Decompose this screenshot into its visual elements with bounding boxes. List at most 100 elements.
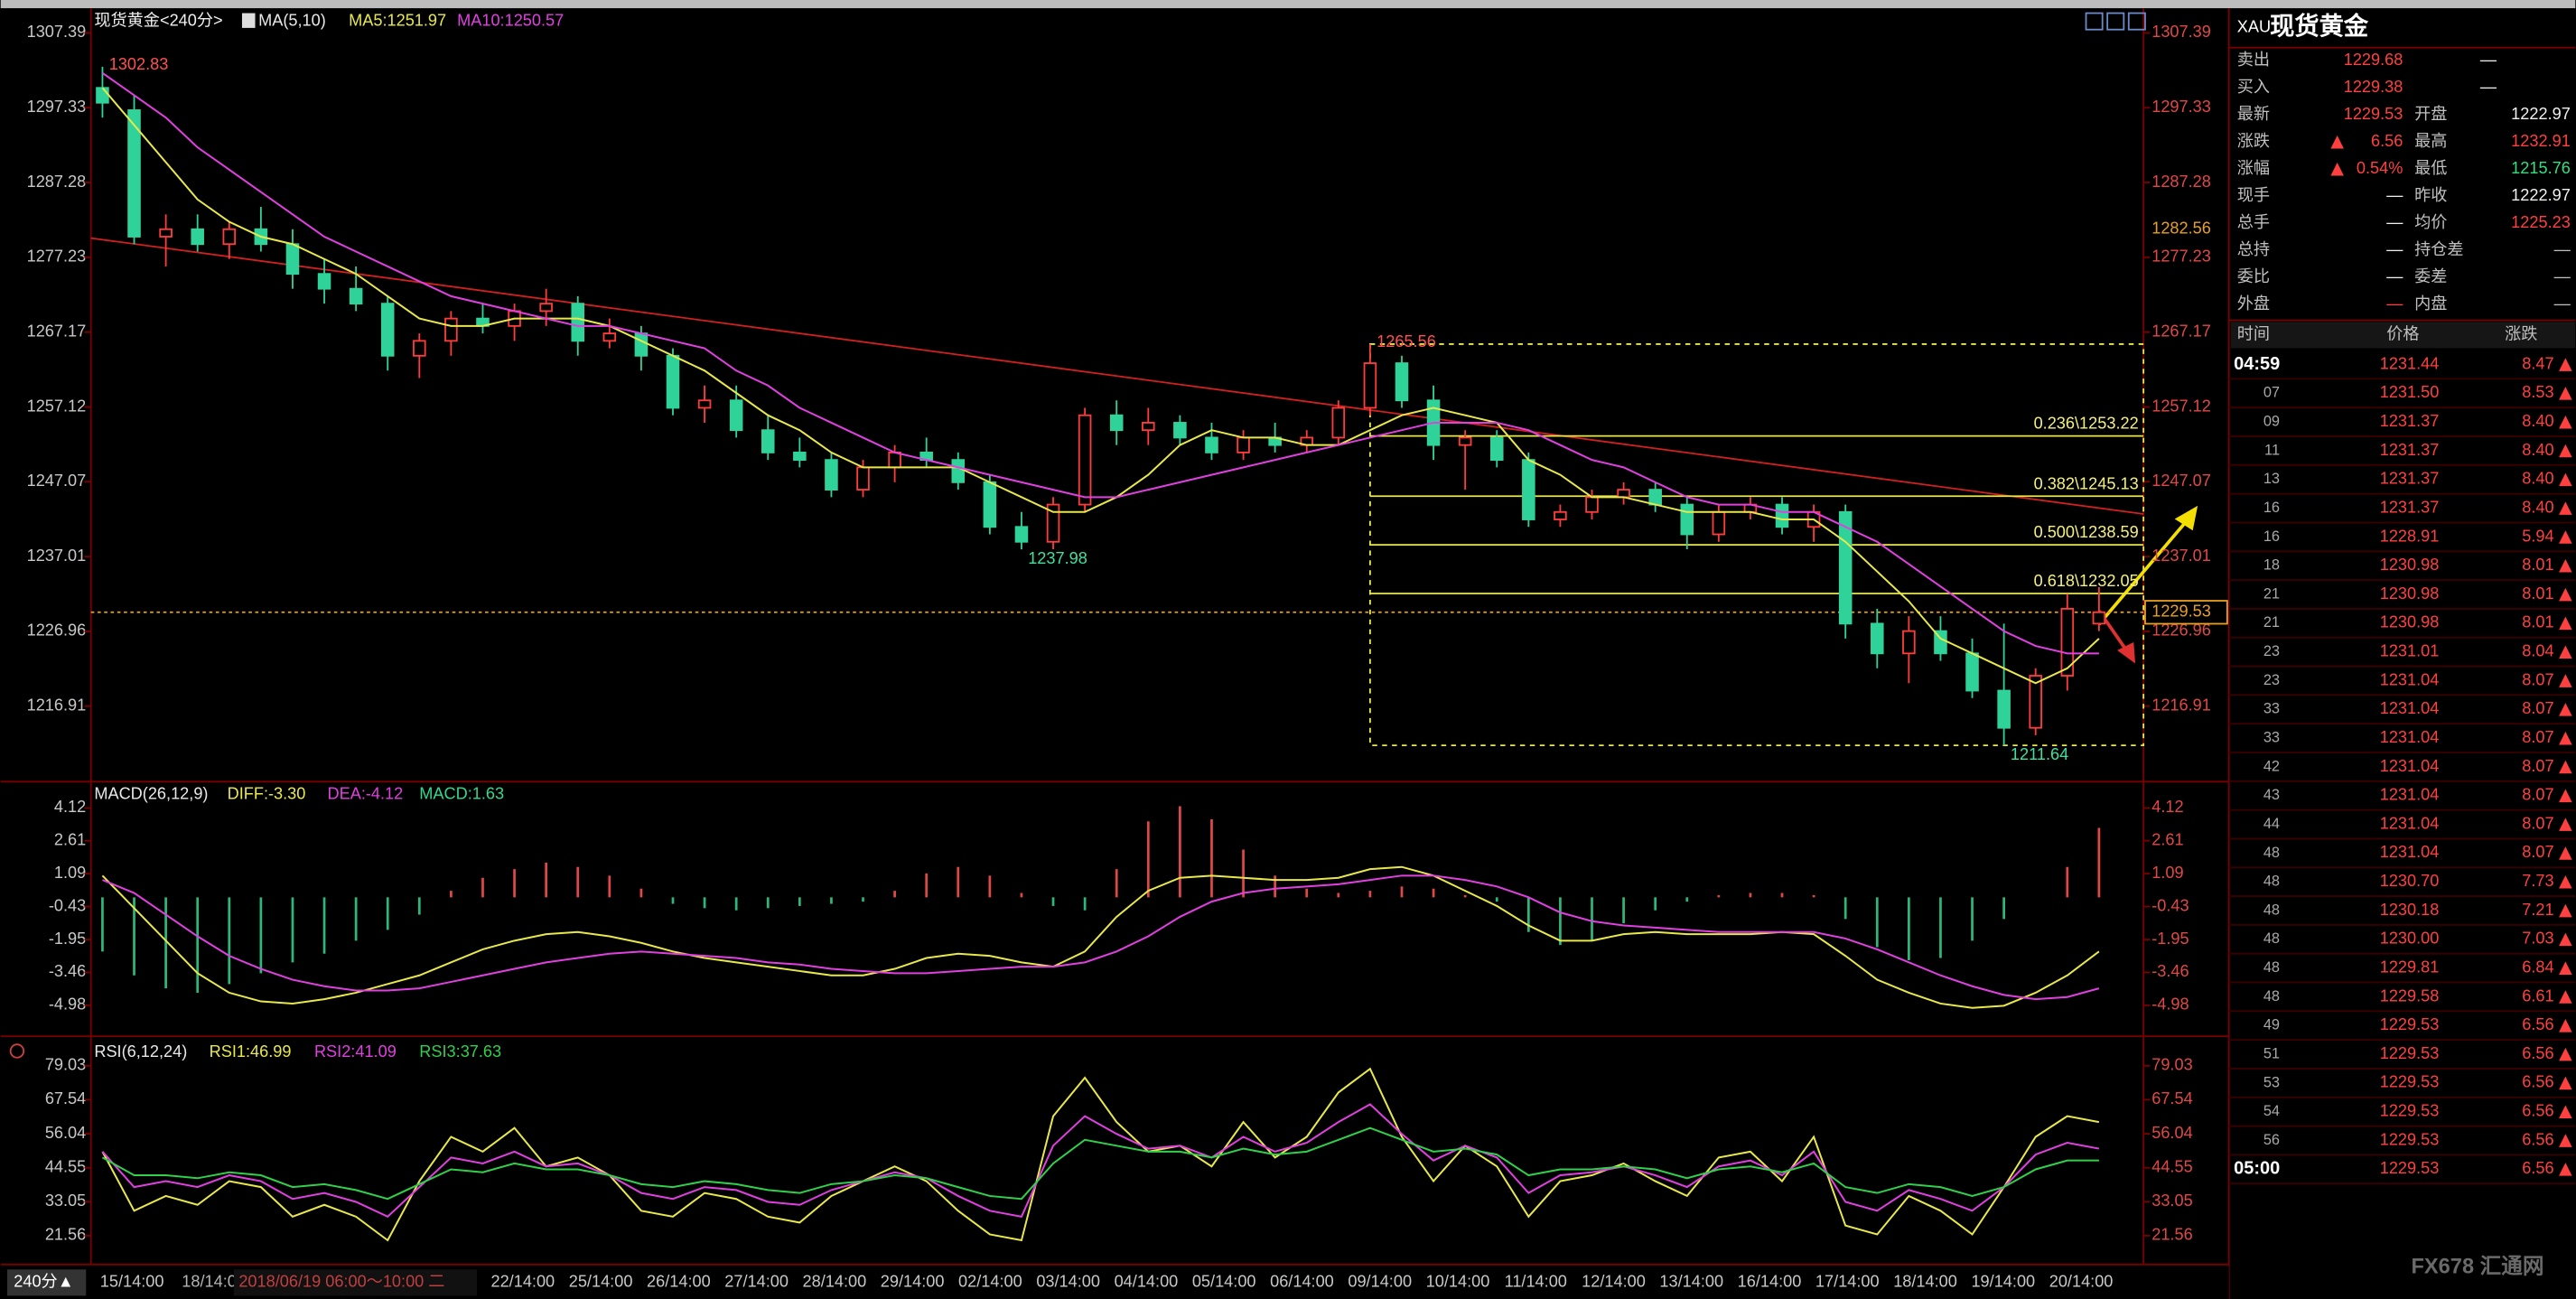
trade-time: 56: [2263, 1132, 2280, 1148]
candle-body: [2092, 611, 2106, 625]
candle-body: [1363, 362, 1377, 409]
trade-price: 1228.91: [2380, 527, 2440, 545]
extreme-label: 1211.64: [2011, 745, 2068, 763]
candle-body: [159, 228, 173, 238]
y-tick-label-right: -3.46: [2151, 962, 2189, 980]
trade-price: 1229.53: [2380, 1159, 2440, 1177]
y-tick-label-right: 44.55: [2151, 1157, 2192, 1175]
candle-body: [1142, 422, 1155, 432]
candle-body: [729, 399, 743, 432]
quote-label: 外盘: [2237, 294, 2270, 313]
trade-price: 1229.53: [2380, 1044, 2440, 1062]
quote-value: —: [2554, 267, 2571, 285]
trade-change: 8.07: [2522, 843, 2553, 861]
trade-price: 1231.44: [2380, 354, 2440, 372]
trade-change: 8.40: [2522, 498, 2553, 516]
quote-label: 卖出: [2237, 51, 2270, 69]
legend-entry: DEA:-4.12: [327, 785, 403, 803]
extreme-label: 1237.98: [1028, 549, 1087, 567]
candle-body: [1014, 526, 1029, 543]
trade-time: 53: [2263, 1074, 2280, 1090]
y-tick-label-right: 1226.96: [2151, 621, 2211, 640]
y-tick-label-right: 1297.33: [2151, 98, 2211, 116]
up-arrow-icon: [2559, 789, 2572, 803]
trade-price: 1231.04: [2380, 786, 2440, 804]
candle-body: [1775, 503, 1789, 528]
candle-body: [571, 303, 585, 342]
up-arrow-icon: [2559, 501, 2572, 515]
candle-body: [602, 332, 617, 342]
trade-time: 11: [2264, 442, 2280, 458]
candle-body: [1395, 362, 1409, 402]
toolbar-icon[interactable]: [2127, 12, 2146, 31]
y-tick-label: 33.05: [45, 1192, 86, 1210]
up-arrow-icon: [2559, 731, 2572, 745]
x-tick-label: 10/14:00: [1426, 1273, 1490, 1291]
candle-body: [1934, 630, 1947, 655]
candle-body: [1237, 436, 1250, 453]
y-tick-label: 1297.33: [27, 98, 87, 116]
quote-value: —: [2386, 213, 2403, 231]
candle-body: [1522, 459, 1535, 520]
x-tick-label: 12/14:00: [1582, 1273, 1646, 1291]
y-tick-label-right: 1277.23: [2151, 248, 2211, 266]
candle-body: [888, 451, 901, 469]
y-tick-label-right: 1307.39: [2151, 23, 2211, 41]
trade-time: 18: [2263, 557, 2280, 574]
x-tick-label: 16/14:00: [1738, 1273, 1802, 1291]
trade-change: 5.94: [2522, 527, 2553, 545]
y-tick-label: 1257.12: [27, 397, 87, 415]
legend-entry: MACD:1.63: [419, 785, 504, 803]
toolbar-icon[interactable]: [2085, 12, 2104, 31]
y-tick-label: 1287.28: [27, 173, 87, 191]
trade-time: 48: [2263, 902, 2280, 918]
trade-time: 16: [2263, 500, 2280, 516]
trade-price: 1229.58: [2380, 986, 2440, 1005]
period-button[interactable]: [6, 1269, 87, 1296]
macd-line: [102, 874, 2100, 1001]
candle-body: [825, 459, 838, 491]
quote-label: 委差: [2414, 267, 2447, 285]
toolbar-icon[interactable]: [2106, 12, 2125, 31]
trade-time: 49: [2263, 1017, 2280, 1033]
up-arrow-icon: [2559, 932, 2572, 947]
up-arrow-icon: [2559, 1076, 2572, 1090]
period-label[interactable]: 240分▲: [14, 1273, 73, 1291]
x-tick-label: 29/14:00: [881, 1273, 945, 1291]
ma-icon: [241, 13, 256, 28]
trade-change: 8.40: [2522, 470, 2553, 488]
trade-change: 8.07: [2522, 814, 2553, 832]
y-tick-label-right: 2.61: [2151, 830, 2183, 848]
trade-change: 8.07: [2522, 728, 2553, 746]
y-tick-label: 2.61: [54, 830, 86, 848]
trade-change: 6.56: [2522, 1159, 2553, 1177]
candle-body: [1046, 503, 1060, 543]
trade-change: 8.01: [2522, 584, 2553, 603]
up-arrow-icon: [2559, 1019, 2572, 1033]
legend-entry: MA10:1250.57: [457, 11, 564, 29]
candle-body: [444, 317, 458, 342]
x-tick-label: 09/14:00: [1348, 1273, 1412, 1291]
quote-value: —: [2386, 186, 2403, 204]
trades-header: 时间: [2237, 325, 2270, 343]
rsi-icon[interactable]: [9, 1043, 25, 1059]
quote-name: 现货黄金: [2270, 12, 2369, 40]
trade-price: 1230.00: [2380, 930, 2440, 948]
quote-value: —: [2386, 267, 2403, 285]
y-tick-label-right: 1247.07: [2151, 472, 2211, 490]
up-arrow-icon: [2559, 846, 2572, 860]
y-tick-label: -3.46: [49, 962, 86, 980]
panel-title: 现货黄金<240分>: [94, 11, 222, 29]
trade-time: 13: [2263, 471, 2280, 487]
quote-value: 1229.68: [2344, 51, 2403, 69]
candle-body: [1617, 489, 1630, 499]
up-arrow-icon: [2559, 616, 2572, 631]
y-tick-label-right: 67.54: [2151, 1089, 2192, 1107]
extreme-label: 1265.56: [1377, 332, 1436, 350]
trade-time: 16: [2263, 528, 2280, 545]
up-arrow-icon: [2559, 358, 2572, 371]
trade-time: 42: [2263, 758, 2280, 774]
trade-change: 8.04: [2522, 642, 2553, 660]
y-tick-label-right: -1.95: [2151, 930, 2189, 948]
